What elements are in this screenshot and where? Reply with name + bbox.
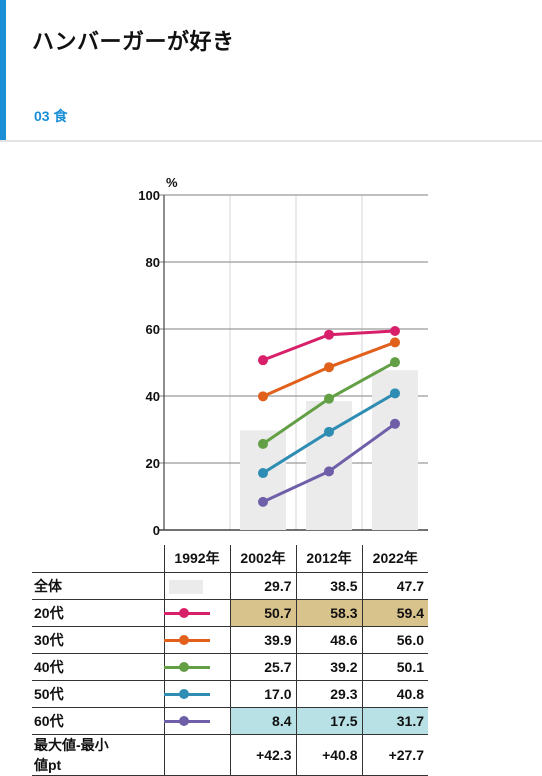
y-tick-label: 80: [146, 255, 160, 270]
column-header: 2002年: [230, 545, 297, 573]
row-label: 60代: [32, 707, 114, 735]
series-point-50代: [258, 468, 268, 479]
legend-dot-swatch: [179, 634, 189, 645]
table-cell: 58.3: [296, 599, 363, 627]
legend-dot-swatch: [179, 688, 189, 699]
table-cell: 38.5: [296, 572, 363, 600]
series-point-50代: [390, 388, 400, 399]
series-point-20代: [390, 326, 400, 337]
table-header-row: 1992年 2002年 2012年 2022年: [32, 545, 428, 573]
table-cell: 48.6: [296, 626, 363, 654]
table-row: 20代 50.7 58.3 59.4: [32, 599, 428, 627]
table-row: 60代 8.4 17.5 31.7: [32, 707, 428, 735]
y-tick-label: 0: [153, 523, 160, 538]
row-label: 50代: [32, 680, 114, 708]
table-row: 30代 39.9 48.6 56.0: [32, 626, 428, 654]
accent-bar: [0, 0, 6, 140]
y-tick-label: 40: [146, 389, 160, 404]
row-label: 40代: [32, 653, 114, 681]
page-title: ハンバーガーが好き: [32, 29, 235, 54]
row-legend: [114, 653, 210, 681]
series-point-40代: [390, 357, 400, 368]
table-row: 全体 29.7 38.5 47.7: [32, 572, 428, 600]
table-cell: 50.7: [230, 599, 297, 627]
table-cell: 8.4: [230, 707, 297, 735]
legend-dot-swatch: [179, 607, 189, 618]
line-chart: 0 20 40 60 80 100%: [138, 175, 428, 538]
table-cell: 29.3: [296, 680, 363, 708]
table-cell: 39.9: [230, 626, 297, 654]
row-legend: [114, 572, 203, 600]
header-legend-spacer: [114, 545, 165, 573]
row-legend: [114, 626, 210, 654]
table-row: 50代 17.0 29.3 40.8: [32, 680, 428, 708]
bar-all: [306, 401, 352, 530]
y-tick-label: 20: [146, 456, 160, 471]
series-point-60代: [324, 466, 334, 477]
table-cell: 39.2: [296, 653, 363, 681]
series-point-40代: [324, 393, 334, 404]
row-legend: [114, 599, 210, 627]
legend-bar-swatch: [169, 579, 203, 594]
column-header: 2012年: [296, 545, 363, 573]
row-label: 全体: [32, 572, 114, 600]
table-cell: 59.4: [362, 599, 428, 627]
series-point-60代: [258, 496, 268, 507]
series-point-30代: [258, 391, 268, 402]
y-tick-label: 60: [146, 322, 160, 337]
table-cell: 31.7: [362, 707, 428, 735]
table-cell: 25.7: [230, 653, 297, 681]
series-point-20代: [258, 355, 268, 366]
header-divider: [0, 140, 542, 142]
table-cell: 47.7: [362, 572, 428, 600]
legend-dot-swatch: [179, 715, 189, 726]
table-cell: 56.0: [362, 626, 428, 654]
column-header: 1992年: [164, 545, 231, 573]
series-point-30代: [390, 337, 400, 348]
row-label: 30代: [32, 626, 114, 654]
series-point-60代: [390, 418, 400, 429]
y-axis-unit: %: [166, 175, 178, 190]
table-cell: 40.8: [362, 680, 428, 708]
table-cell: 17.5: [296, 707, 363, 735]
series-point-20代: [324, 329, 334, 340]
y-tick-label: 100: [138, 188, 160, 203]
table-cell: 50.1: [362, 653, 428, 681]
data-table: 1992年 2002年 2012年 2022年 全体 29.7 38.5 47.7 20代 50.…: [32, 545, 428, 776]
category-label: 03 食: [34, 108, 68, 124]
table-row: 40代 25.7 39.2 50.1: [32, 653, 428, 681]
table-cell: 29.7: [230, 572, 297, 600]
series-point-30代: [324, 362, 334, 373]
row-legend: [114, 707, 210, 735]
column-header: 2022年: [362, 545, 428, 573]
legend-dot-swatch: [179, 661, 189, 672]
series-point-40代: [258, 438, 268, 449]
table-cell: 17.0: [230, 680, 297, 708]
header-spacer: [32, 545, 114, 573]
row-label: 20代: [32, 599, 114, 627]
row-legend: [114, 680, 210, 708]
series-point-50代: [324, 426, 334, 437]
